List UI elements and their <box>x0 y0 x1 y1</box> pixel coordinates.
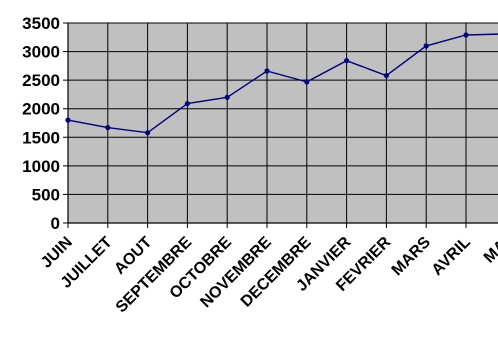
y-tick-label: 1000 <box>22 157 60 176</box>
data-point <box>184 100 190 107</box>
y-tick-label: 2000 <box>22 100 60 119</box>
gridlines <box>67 22 498 224</box>
x-tick-labels: JUINJUILLETAOUTSEPTEMBREOCTOBRENOVEMBRED… <box>38 233 498 316</box>
data-point <box>463 32 469 38</box>
y-tick-label: 2500 <box>22 71 60 90</box>
data-point <box>423 43 429 49</box>
y-tick-label: 1500 <box>22 128 60 147</box>
data-point <box>145 130 151 136</box>
data-point <box>344 58 350 64</box>
y-tick-label: 0 <box>51 214 60 233</box>
y-tick-label: 3500 <box>22 14 60 33</box>
y-tick-label: 500 <box>32 185 60 204</box>
series-line <box>67 33 498 134</box>
plot-area <box>68 23 498 223</box>
y-tick-label: 3000 <box>22 43 60 62</box>
data-point <box>105 124 111 131</box>
x-tick-label: MARS <box>389 234 435 280</box>
y-tick-labels: 0 500 1000 1500 2000 2500 3000 3500 <box>22 14 60 233</box>
data-point <box>264 68 270 74</box>
plot-background <box>68 23 498 223</box>
axes <box>63 22 498 228</box>
data-point <box>65 117 71 123</box>
series <box>65 32 498 136</box>
data-point <box>304 79 310 85</box>
data-point <box>383 72 389 79</box>
x-tick-label: MAI <box>481 234 498 267</box>
x-tick-label: AVRIL <box>429 234 474 279</box>
data-point <box>224 94 230 100</box>
